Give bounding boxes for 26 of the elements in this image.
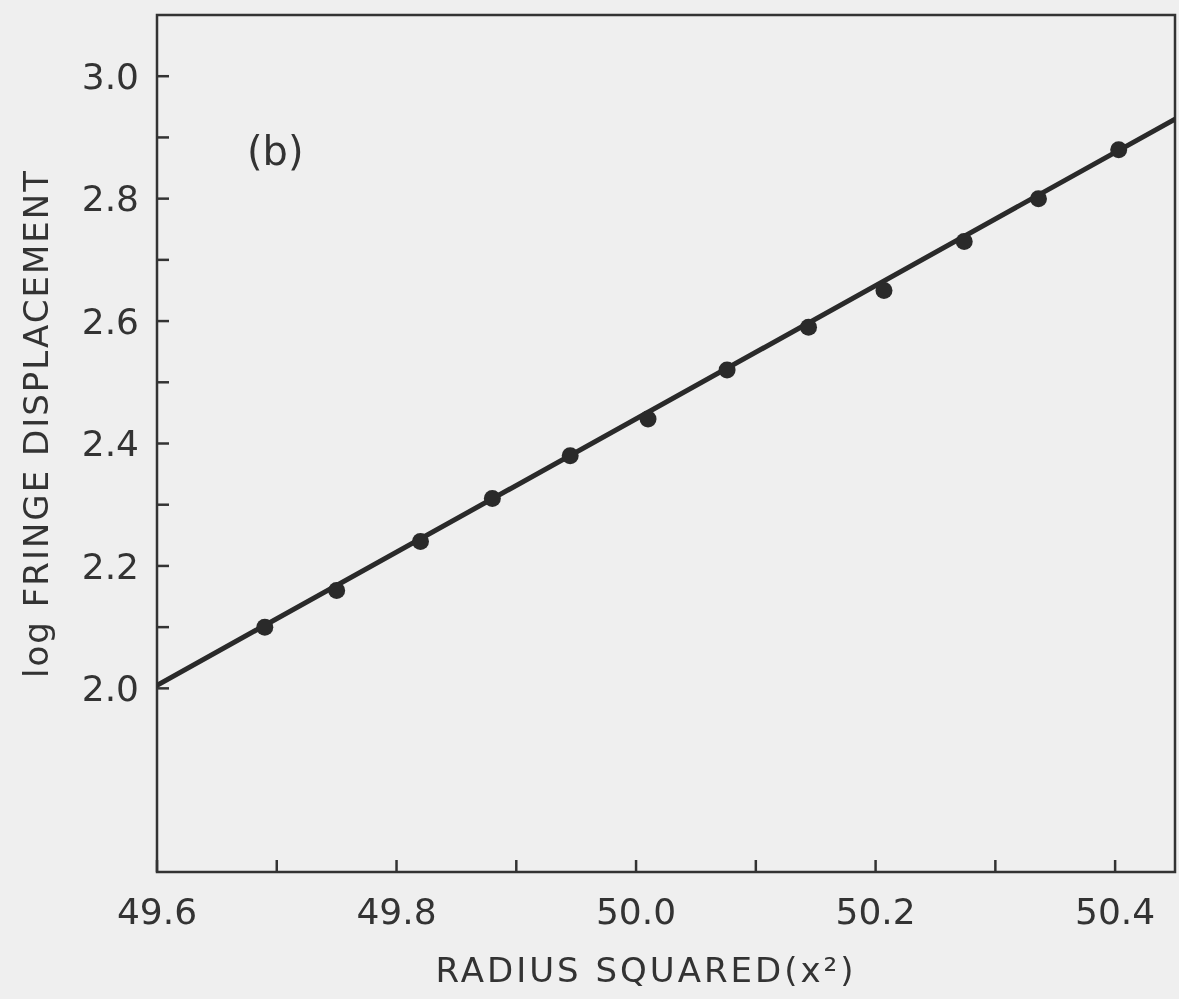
x-tick-label: 50.2	[835, 891, 916, 932]
y-tick-label: 2.8	[81, 178, 139, 220]
y-axis-title: log FRINGE DISPLACEMENT	[16, 169, 56, 678]
point	[800, 318, 818, 336]
x-tick-label: 50.4	[1075, 891, 1156, 932]
x-tick-label: 49.8	[356, 891, 437, 932]
point	[256, 618, 274, 636]
annotation: (b)	[247, 128, 304, 174]
point	[483, 490, 501, 508]
point	[639, 410, 657, 428]
point	[875, 281, 893, 299]
point	[1029, 190, 1047, 208]
y-tick-label: 2.0	[81, 667, 139, 709]
point	[328, 581, 346, 599]
point	[561, 447, 579, 465]
point	[411, 532, 429, 550]
y-tick-label: 2.2	[81, 545, 139, 587]
point	[718, 361, 736, 379]
y-tick-label: 2.6	[81, 300, 139, 342]
y-tick-label: 3.0	[81, 55, 139, 97]
x-tick-label: 49.6	[116, 891, 198, 932]
x-axis-title: RADIUS SQUARED(x²)	[435, 950, 857, 990]
point	[955, 232, 973, 250]
y-tick-label: 2.4	[81, 423, 139, 465]
point	[1110, 141, 1128, 159]
x-tick-label: 50.0	[595, 891, 677, 932]
